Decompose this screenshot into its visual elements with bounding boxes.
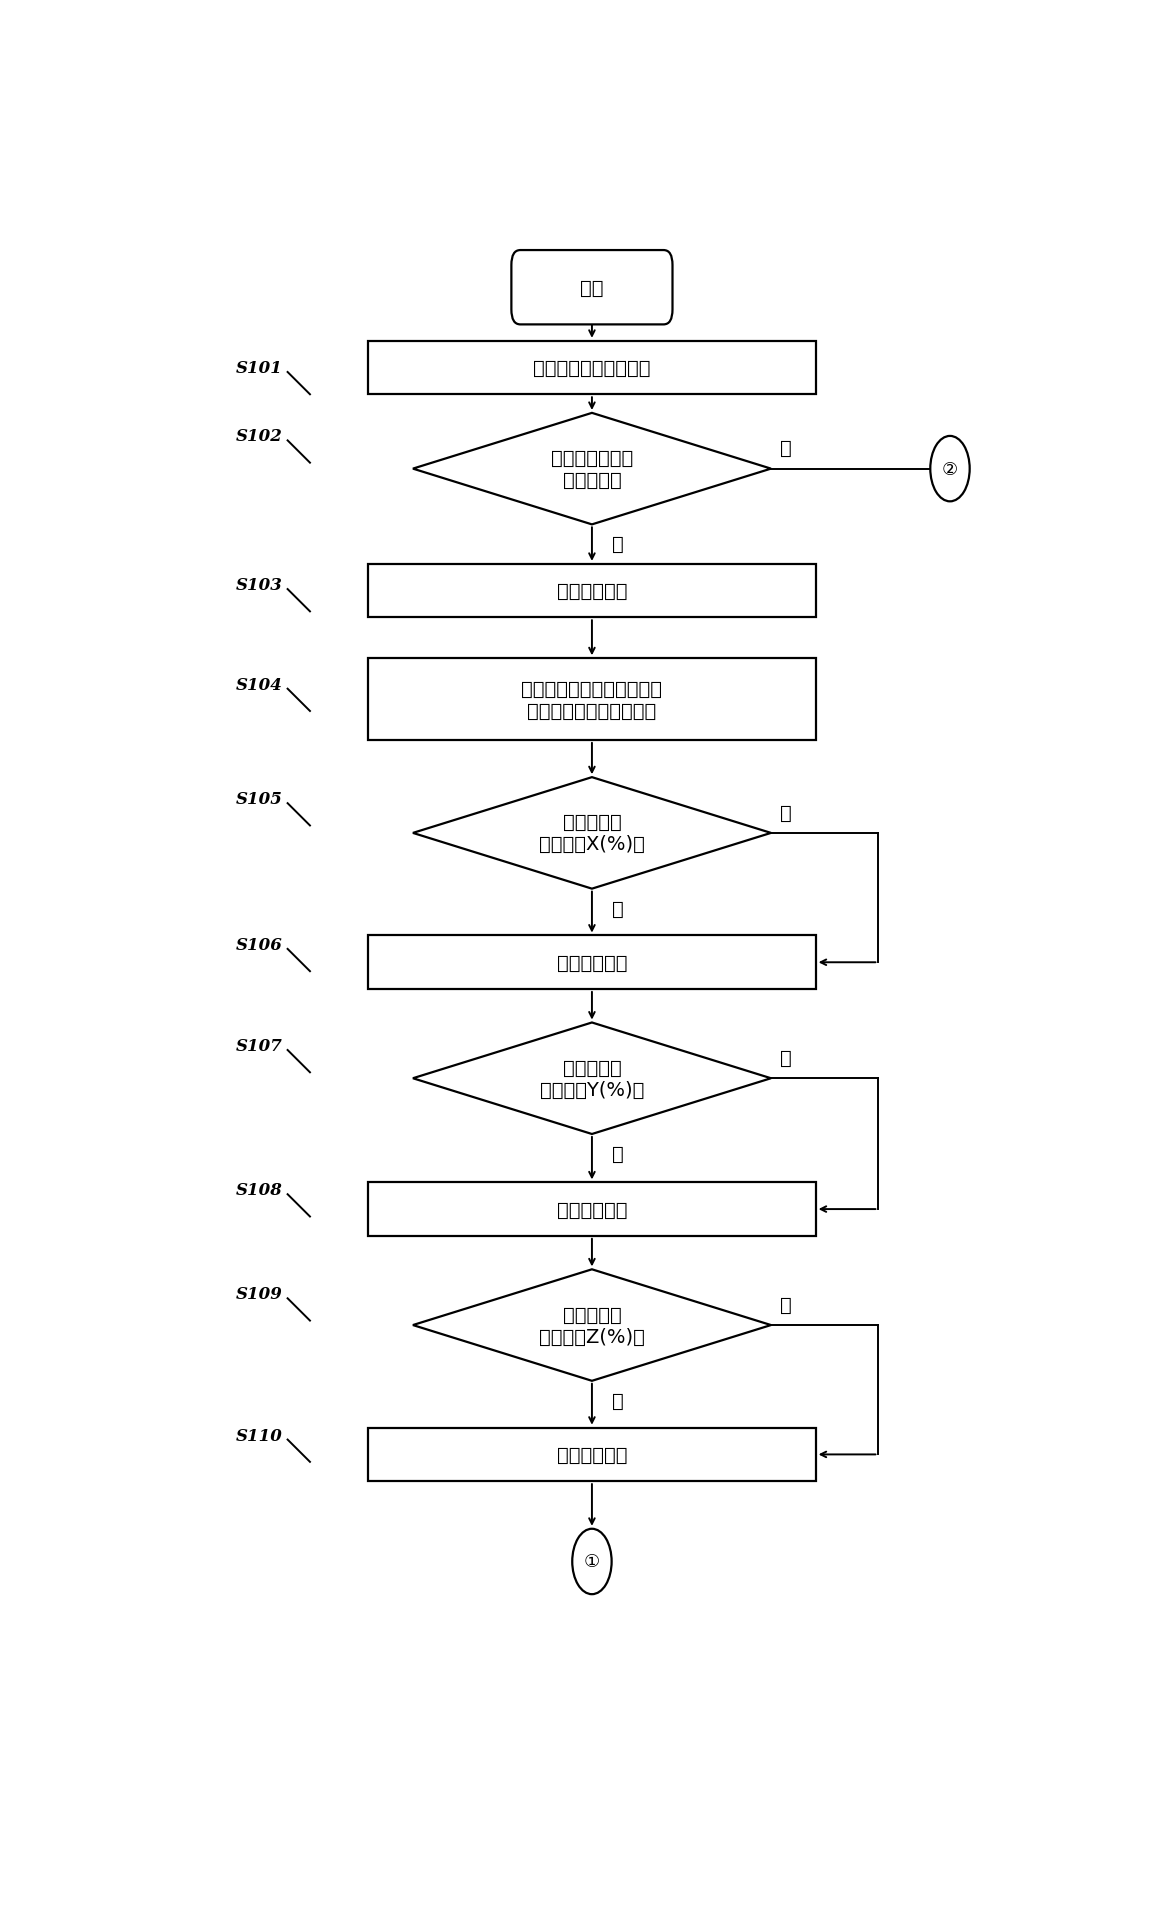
Text: 是: 是 (780, 440, 791, 457)
Text: S104: S104 (237, 676, 283, 693)
Text: S108: S108 (237, 1181, 283, 1199)
Text: 识别前端部分、尾端部分和
主体部分，并计算合格率: 识别前端部分、尾端部分和 主体部分，并计算合格率 (521, 679, 663, 720)
Text: 尾端部分的
合格率＜Z(%)？: 尾端部分的 合格率＜Z(%)？ (539, 1305, 644, 1345)
Polygon shape (413, 1023, 772, 1135)
Circle shape (572, 1529, 612, 1594)
Text: ①: ① (584, 1552, 599, 1571)
Text: 否: 否 (780, 1295, 791, 1314)
Bar (368, 564, 815, 618)
Polygon shape (413, 413, 772, 525)
Text: 前端部分的
合格率＜X(%)？: 前端部分的 合格率＜X(%)？ (539, 813, 644, 853)
Text: 否: 否 (612, 535, 624, 554)
Text: S110: S110 (237, 1426, 283, 1444)
Text: 开始: 开始 (580, 278, 604, 297)
Polygon shape (413, 778, 772, 890)
Text: 采集实测数据: 采集实测数据 (557, 581, 627, 600)
Text: 是否装载了出口
端厚度计？: 是否装载了出口 端厚度计？ (551, 450, 633, 490)
Text: 否: 否 (780, 803, 791, 822)
Bar (368, 658, 815, 741)
Text: ②: ② (942, 461, 957, 479)
Text: 是: 是 (612, 1392, 624, 1411)
Text: 是: 是 (612, 899, 624, 919)
Bar (368, 936, 815, 990)
Text: S106: S106 (237, 936, 283, 953)
Text: S109: S109 (237, 1285, 283, 1303)
Bar (368, 1428, 815, 1482)
Text: S103: S103 (237, 577, 283, 594)
Text: 是: 是 (612, 1144, 624, 1164)
Text: S102: S102 (237, 428, 283, 446)
Text: 否: 否 (780, 1048, 791, 1067)
Polygon shape (413, 1270, 772, 1382)
Text: 在轧制前读取预设数据: 在轧制前读取预设数据 (534, 359, 650, 378)
Text: S107: S107 (237, 1038, 283, 1054)
Bar (368, 342, 815, 396)
FancyBboxPatch shape (512, 251, 672, 326)
Text: S105: S105 (237, 791, 283, 809)
Text: S101: S101 (237, 359, 283, 376)
Bar (368, 1183, 815, 1237)
Circle shape (930, 436, 970, 502)
Text: 主体部分缺陷: 主体部分缺陷 (557, 1200, 627, 1220)
Text: 前端部分缺陷: 前端部分缺陷 (557, 953, 627, 973)
Text: 尾端部分缺陷: 尾端部分缺陷 (557, 1446, 627, 1465)
Text: 主体部分的
合格率＜Y(%)？: 主体部分的 合格率＜Y(%)？ (539, 1058, 644, 1100)
